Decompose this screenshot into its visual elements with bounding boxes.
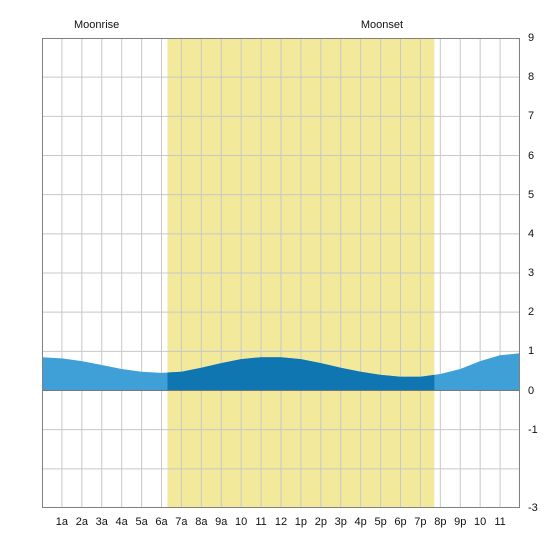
x-tick-label: 3p bbox=[335, 516, 347, 528]
x-tick-label: 9p bbox=[454, 516, 466, 528]
y-tick-label: 4 bbox=[528, 228, 534, 240]
x-tick-label: 11 bbox=[494, 516, 505, 528]
y-tick-label: 5 bbox=[528, 189, 534, 201]
y-tick-label: 1 bbox=[528, 345, 534, 357]
y-tick-label: 2 bbox=[528, 306, 534, 318]
plot-area bbox=[42, 38, 520, 508]
y-tick-label: 3 bbox=[528, 267, 534, 279]
x-tick-label: 8p bbox=[434, 516, 446, 528]
y-tick-label: 0 bbox=[528, 385, 534, 397]
x-tick-label: 10 bbox=[474, 516, 486, 528]
x-tick-label: 2p bbox=[315, 516, 327, 528]
x-tick-label: 4a bbox=[116, 516, 128, 528]
y-tick-label: 8 bbox=[528, 71, 534, 83]
x-tick-label: 7p bbox=[414, 516, 426, 528]
tide-chart: { "canvas": { "width": 550, "height": 55… bbox=[0, 0, 550, 550]
x-tick-label: 7a bbox=[175, 516, 187, 528]
plot-svg bbox=[42, 38, 520, 508]
y-tick-label: 6 bbox=[528, 150, 534, 162]
x-tick-label: 5p bbox=[374, 516, 386, 528]
x-tick-label: 1p bbox=[295, 516, 307, 528]
x-tick-label: 1a bbox=[56, 516, 68, 528]
x-tick-label: 5a bbox=[135, 516, 147, 528]
moonrise-label: Moonrise bbox=[74, 19, 119, 31]
x-tick-label: 10 bbox=[235, 516, 247, 528]
x-tick-label: 6a bbox=[155, 516, 167, 528]
x-tick-label: 11 bbox=[255, 516, 266, 528]
x-tick-label: 3a bbox=[96, 516, 108, 528]
x-tick-label: 6p bbox=[394, 516, 406, 528]
x-tick-label: 8a bbox=[195, 516, 207, 528]
x-tick-label: 4p bbox=[355, 516, 367, 528]
x-tick-label: 9a bbox=[215, 516, 227, 528]
x-tick-label: 12 bbox=[275, 516, 287, 528]
moonset-label: Moonset bbox=[361, 19, 403, 31]
x-tick-label: 2a bbox=[76, 516, 88, 528]
y-tick-label: -3 bbox=[528, 502, 538, 514]
y-tick-label: 7 bbox=[528, 110, 534, 122]
y-tick-label: -1 bbox=[528, 424, 538, 436]
y-tick-label: 9 bbox=[528, 32, 534, 44]
